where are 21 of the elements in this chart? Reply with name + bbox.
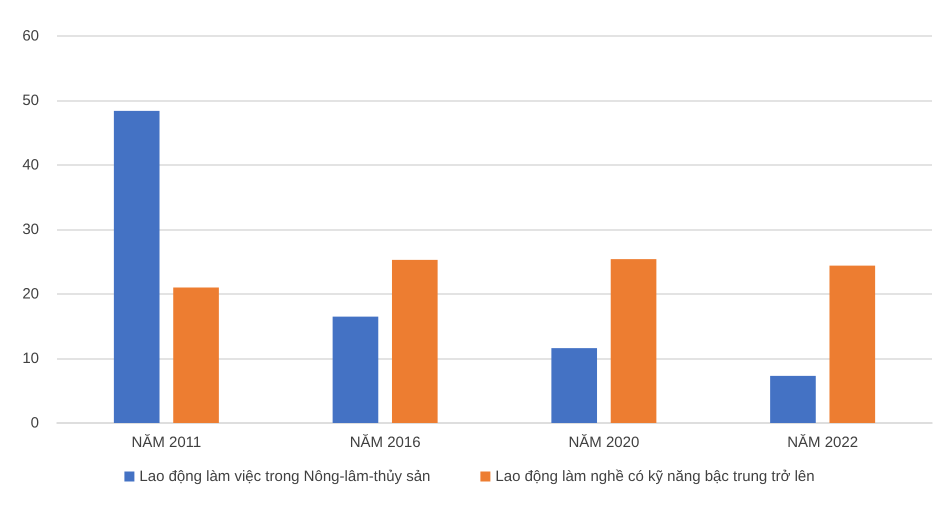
bar: [392, 260, 438, 423]
bar: [551, 348, 598, 423]
x-tick-label: NĂM 2020: [568, 433, 640, 451]
y-tick-label: 40: [22, 156, 39, 174]
x-tick-label: NĂM 2011: [131, 433, 202, 451]
bar: [610, 259, 656, 423]
x-tick-label: NĂM 2022: [787, 433, 858, 451]
x-tick-label: NĂM 2016: [350, 433, 421, 451]
bar: [114, 110, 160, 423]
bar: [332, 316, 378, 423]
bar: [173, 288, 219, 423]
y-tick-label: 20: [22, 286, 39, 302]
legend-label: Lao động làm việc trong Nông-lâm-thủy sản: [139, 468, 430, 485]
y-tick-label: 30: [22, 221, 39, 238]
y-tick-label: 50: [22, 92, 39, 109]
y-tick-label: 60: [22, 28, 39, 44]
legend-label: Lao động làm nghề có kỹ năng bậc trung trở lên: [495, 468, 815, 485]
y-tick-label: 0: [30, 414, 39, 432]
bar: [770, 376, 816, 423]
bar: [829, 266, 876, 423]
y-tick-label: 10: [22, 350, 39, 367]
